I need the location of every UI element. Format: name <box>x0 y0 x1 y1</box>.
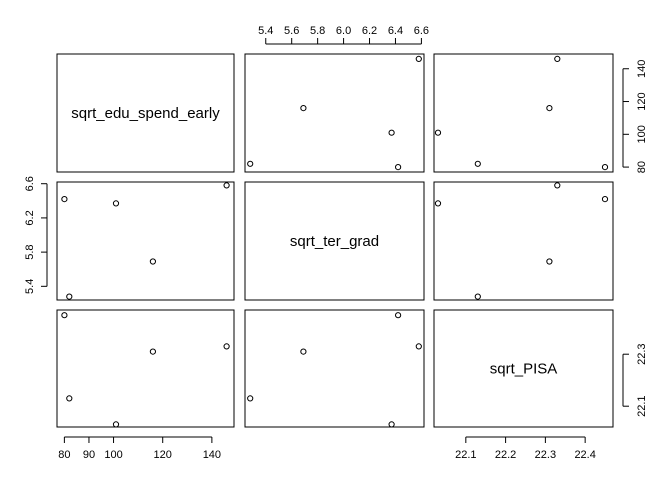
matrix-points <box>61 55 609 428</box>
diagonal-label-2: sqrt_ter_grad <box>290 233 379 250</box>
point-r1-c3-obs5 <box>554 55 561 63</box>
bottom-axis-col1-tick-label: 90 <box>83 449 95 461</box>
bottom-axis-col1-tick-label: 120 <box>154 449 172 461</box>
top-axis-tick-label: 5.6 <box>284 25 299 37</box>
panel-r2-c1 <box>56 181 235 301</box>
top-axis-tick-label: 6.4 <box>388 25 403 37</box>
right-axis-row3-tick-label: 22.1 <box>636 395 648 416</box>
bottom-axis-col1-tick-label: 100 <box>104 449 122 461</box>
panel-r1-c3 <box>433 53 614 173</box>
point-r1-c2-obs5 <box>415 55 422 63</box>
panel-r2-c3 <box>433 181 614 301</box>
point-r1-c2-obs3 <box>388 129 395 136</box>
point-r3-c1-obs2 <box>66 395 73 402</box>
point-r3-c1-obs5 <box>223 343 230 350</box>
point-r3-c2-obs5 <box>415 343 422 350</box>
right-axis-row1-tick-label: 120 <box>636 92 648 110</box>
right-axis-row1-tick-label: 140 <box>636 60 648 78</box>
point-r3-c1-obs4 <box>149 348 156 355</box>
bottom-axis-col3-tick-label: 22.2 <box>495 449 516 461</box>
bottom-axis-col3-tick-label: 22.4 <box>574 449 595 461</box>
point-r2-c3-obs1 <box>601 196 609 203</box>
panel-r2-c2 <box>244 181 425 301</box>
point-r1-c3-obs1 <box>601 164 609 171</box>
left-axis-row2-tick-label: 6.2 <box>24 210 36 225</box>
panel-r3-c3 <box>433 309 614 428</box>
point-r1-c3-obs3 <box>434 129 442 136</box>
point-r3-c2-obs4 <box>300 348 307 355</box>
bottom-axis-col1-tick-label: 80 <box>58 449 70 461</box>
left-axis-row2-tick-label: 5.4 <box>24 279 36 294</box>
point-r1-c2-obs1 <box>395 164 402 171</box>
bottom-axis-col3-tick-label: 22.1 <box>455 449 476 461</box>
point-r2-c3-obs3 <box>434 200 442 207</box>
point-r2-c1-obs1 <box>61 196 68 203</box>
point-r1-c3-obs4 <box>546 105 553 112</box>
point-r2-c1-obs4 <box>149 258 156 265</box>
diagonal-label-1: sqrt_edu_spend_early <box>71 105 220 122</box>
point-r1-c3-obs2 <box>474 160 481 167</box>
point-r3-c2-obs2 <box>247 395 254 402</box>
point-r2-c3-obs2 <box>474 293 481 300</box>
panel-r3-c2 <box>244 309 425 428</box>
right-axis-row3-tick-label: 22.3 <box>636 343 648 364</box>
panel-r1-c2 <box>244 53 425 173</box>
point-r2-c1-obs2 <box>66 293 73 300</box>
point-r1-c2-obs4 <box>300 105 307 112</box>
point-r2-c1-obs5 <box>223 182 230 189</box>
matrix-panels <box>56 53 614 428</box>
panel-r1-c1 <box>56 53 235 173</box>
point-r2-c1-obs3 <box>112 200 120 207</box>
panel-r3-c1 <box>56 309 235 428</box>
point-r2-c3-obs4 <box>546 258 553 265</box>
left-axis-row2-tick-label: 5.8 <box>24 244 36 259</box>
point-r3-c2-obs1 <box>395 312 402 319</box>
top-axis-tick-label: 5.4 <box>258 25 273 37</box>
left-axis-row2-tick-label: 6.6 <box>24 176 36 191</box>
diagonal-label-3: sqrt_PISA <box>490 361 558 378</box>
diagonal-labels: sqrt_edu_spend_early sqrt_ter_grad sqrt_PI… <box>71 105 557 378</box>
point-r2-c3-obs5 <box>554 182 561 189</box>
right-axis-row1-tick-label: 80 <box>636 161 648 173</box>
matrix-axes: 5.4 5.6 5.8 6.0 6.2 6.4 6.6 80 90 100 120 140 22.1 22… <box>24 25 648 461</box>
top-axis-tick-label: 5.8 <box>310 25 325 37</box>
point-r1-c2-obs2 <box>247 160 254 167</box>
point-r3-c1-obs3 <box>112 421 120 428</box>
point-r3-c1-obs1 <box>61 312 68 319</box>
top-axis-tick-label: 6.2 <box>362 25 377 37</box>
right-axis-row1-tick-label: 100 <box>636 125 648 143</box>
bottom-axis-col1-tick-label: 140 <box>203 449 221 461</box>
top-axis-tick-label: 6.0 <box>336 25 351 37</box>
top-axis-tick-label: 6.6 <box>414 25 429 37</box>
bottom-axis-col3-tick-label: 22.3 <box>535 449 556 461</box>
point-r3-c2-obs3 <box>388 421 395 428</box>
